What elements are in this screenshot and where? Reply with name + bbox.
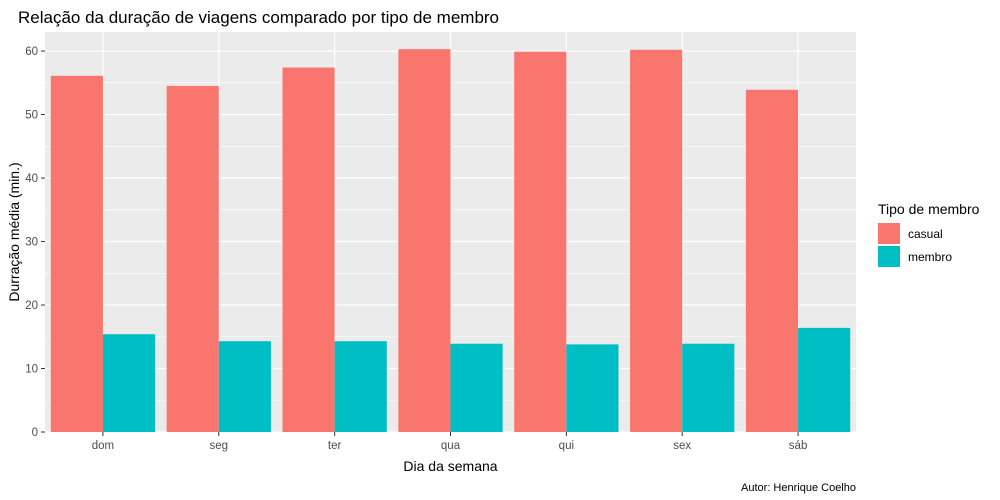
y-tick-label: 50 xyxy=(25,110,38,122)
y-tick-label: 60 xyxy=(25,46,38,58)
y-tick-label: 10 xyxy=(25,364,38,376)
legend-swatch-membro xyxy=(878,246,900,267)
x-tick-label: dom xyxy=(92,440,114,452)
bar-membro-qua xyxy=(450,343,503,432)
chart-title: Relação da duração de viagens comparado … xyxy=(18,8,499,27)
bar-casual-qui xyxy=(514,51,567,432)
x-axis-title: Dia da semana xyxy=(403,458,497,474)
legend-label-casual: casual xyxy=(908,227,943,241)
y-tick-label: 40 xyxy=(25,173,38,185)
bar-membro-seg xyxy=(218,341,271,432)
x-axis: dom seg ter qua qui sex sáb xyxy=(92,432,808,452)
y-tick-label: 0 xyxy=(32,427,38,439)
x-tick-label: sex xyxy=(673,440,691,452)
bar-casual-sex xyxy=(630,49,683,433)
legend: Tipo de membro casual membro xyxy=(878,201,980,267)
x-tick-label: seg xyxy=(210,440,229,452)
y-tick-label: 20 xyxy=(25,300,38,312)
bar-membro-ter xyxy=(334,341,387,432)
legend-title: Tipo de membro xyxy=(878,201,980,217)
legend-label-membro: membro xyxy=(908,250,952,264)
caption: Autor: Henrique Coelho xyxy=(741,482,856,494)
bar-membro-sex xyxy=(682,343,735,432)
bar-membro-dom xyxy=(102,334,156,432)
x-tick-label: ter xyxy=(328,440,342,452)
y-axis: 0 10 20 30 40 50 60 xyxy=(25,46,45,439)
bar-casual-ter xyxy=(282,67,335,433)
y-tick-label: 30 xyxy=(25,237,38,249)
y-axis-title: Durração média (min.) xyxy=(6,162,22,301)
x-tick-label: qua xyxy=(441,440,461,452)
legend-swatch-casual xyxy=(878,223,900,244)
bar-casual-dom xyxy=(50,75,103,433)
bars xyxy=(50,49,851,433)
x-tick-label: qui xyxy=(559,440,574,452)
x-tick-label: sáb xyxy=(789,440,808,452)
bar-casual-qua xyxy=(398,49,451,433)
bar-membro-sáb xyxy=(798,327,851,432)
bar-casual-sáb xyxy=(745,89,799,433)
bar-membro-qui xyxy=(566,344,619,432)
bar-casual-seg xyxy=(166,85,219,432)
